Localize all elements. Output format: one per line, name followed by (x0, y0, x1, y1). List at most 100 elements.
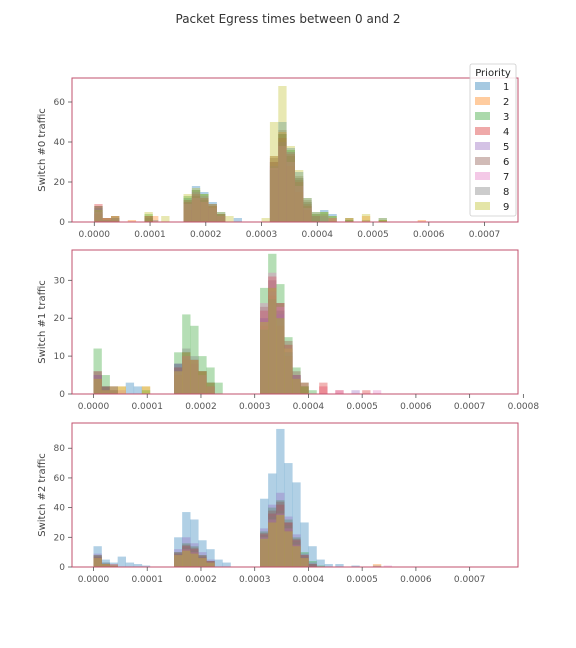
bar-p1-s2 (182, 359, 191, 394)
bar-p2-s9 (174, 555, 183, 567)
bar-p0-s2 (183, 210, 192, 222)
bar-p2-s9 (260, 538, 269, 567)
legend-swatch-6 (475, 157, 490, 165)
bar-p2-s3 (268, 507, 277, 567)
bar-p1-s2 (109, 386, 118, 394)
bar-p2-s9 (93, 558, 102, 567)
bar-p2-s4 (276, 504, 285, 567)
bar-p0-s4 (94, 204, 103, 222)
bar-p0-s5 (102, 220, 111, 222)
bar-p0-s8 (183, 200, 192, 222)
bar-p2-s5 (284, 516, 293, 567)
bar-p2-s4 (182, 546, 191, 567)
x-tick-label: 0.0001 (134, 230, 166, 240)
bar-p1-s7 (335, 390, 344, 394)
bar-p1-s3 (174, 352, 183, 394)
bar-p0-s9 (208, 204, 217, 222)
bar-p0-s8 (191, 190, 201, 222)
bar-p2-s1 (335, 564, 344, 567)
bar-p2-s2 (101, 564, 110, 567)
bar-p0-s6 (200, 200, 209, 222)
bar-p0-s9 (295, 170, 304, 222)
bar-p0-s7 (111, 218, 120, 222)
bar-p1-s9 (276, 318, 285, 394)
x-tick-label: 0.0006 (413, 230, 445, 240)
y-tick-label: 30 (54, 276, 66, 286)
bar-p2-s5 (292, 534, 301, 567)
bar-p1-s2 (190, 363, 199, 394)
bar-p0-s3 (311, 214, 321, 222)
bar-p1-s7 (319, 386, 328, 394)
bar-p2-s8 (182, 547, 191, 567)
bar-p1-s3 (93, 348, 102, 394)
bar-p2-s3 (284, 519, 293, 567)
bar-p1-s4 (182, 356, 191, 394)
bar-p2-s6 (101, 564, 110, 567)
bar-p2-s9 (268, 522, 277, 567)
bar-p2-s3 (292, 537, 301, 567)
legend-entry-6: 6 (503, 157, 509, 168)
bar-p1-s3 (308, 390, 317, 394)
bar-p1-s3 (284, 337, 293, 394)
bar-p1-s1 (206, 382, 215, 394)
bar-p1-s9 (292, 378, 301, 394)
bar-p2-s2 (190, 552, 199, 567)
legend-swatch-3 (475, 112, 490, 120)
bar-p1-s6 (182, 352, 191, 394)
bar-p2-s8 (109, 565, 118, 567)
bar-p0-s4 (111, 216, 120, 222)
bar-p2-s6 (182, 544, 191, 567)
bar-p0-s6 (208, 204, 217, 222)
bar-p2-s1 (93, 546, 102, 567)
bar-p1-s3 (190, 325, 199, 394)
panel-1: 0.0000 0.0001 0.0002 0.0003 0.0004 0.0005 0.00… (37, 249, 539, 412)
bar-p1-s5 (276, 314, 285, 394)
bar-p2-s8 (308, 564, 317, 567)
bar-p2-s1 (260, 498, 269, 567)
bar-p1-s8 (198, 371, 207, 394)
bar-p1-s2 (276, 325, 285, 394)
bar-p2-s6 (93, 555, 102, 567)
bar-p2-s4 (206, 561, 215, 567)
bar-p0-s8 (320, 214, 329, 222)
bar-p1-s7 (372, 390, 382, 394)
x-tick-label: 0.0004 (302, 230, 334, 240)
bar-p1-s6 (292, 371, 301, 394)
legend-swatch-8 (475, 187, 490, 195)
x-tick-label: 0.0000 (79, 230, 111, 240)
bar-p1-s5 (182, 356, 191, 394)
panel-2: 0.0000 0.0001 0.0002 0.0003 0.0004 0.0005 0.00… (37, 422, 519, 585)
bar-p2-s3 (174, 552, 183, 567)
bar-p2-s1 (308, 546, 317, 567)
legend-entry-2: 2 (503, 97, 509, 108)
bar-p1-s3 (214, 382, 223, 394)
bar-p0-s2 (361, 216, 371, 222)
bar-p2-s1 (117, 556, 126, 567)
bar-p2-s8 (101, 564, 110, 567)
bar-p1-s6 (190, 359, 199, 394)
bar-p0-s3 (183, 196, 192, 222)
bar-p2-s8 (260, 535, 269, 567)
bar-p2-s1 (324, 564, 333, 567)
bar-p1-s9 (268, 287, 277, 394)
bar-p1-s3 (268, 253, 277, 394)
bar-p0-s4 (328, 218, 337, 222)
bar-p0-s9 (225, 216, 234, 222)
legend-swatch-7 (475, 172, 490, 180)
bar-p2-s3 (93, 555, 102, 567)
bar-p1-s5 (206, 386, 215, 394)
bar-p0-s1 (150, 220, 159, 222)
bar-p2-s6 (268, 510, 277, 567)
bar-p2-s6 (276, 501, 285, 567)
bar-p2-s4 (101, 564, 110, 567)
bar-p1-s7 (93, 375, 102, 394)
bar-p2-s2 (284, 529, 293, 567)
bar-p0-s3 (303, 202, 312, 222)
bar-p2-s2 (300, 558, 309, 567)
bar-p1-s2 (117, 386, 126, 394)
bar-p2-s7 (206, 562, 215, 567)
bar-p2-s4 (292, 540, 301, 567)
bar-p0-s2 (216, 214, 226, 222)
bar-p2-s1 (284, 463, 293, 567)
bars-panel-0 (94, 86, 426, 222)
